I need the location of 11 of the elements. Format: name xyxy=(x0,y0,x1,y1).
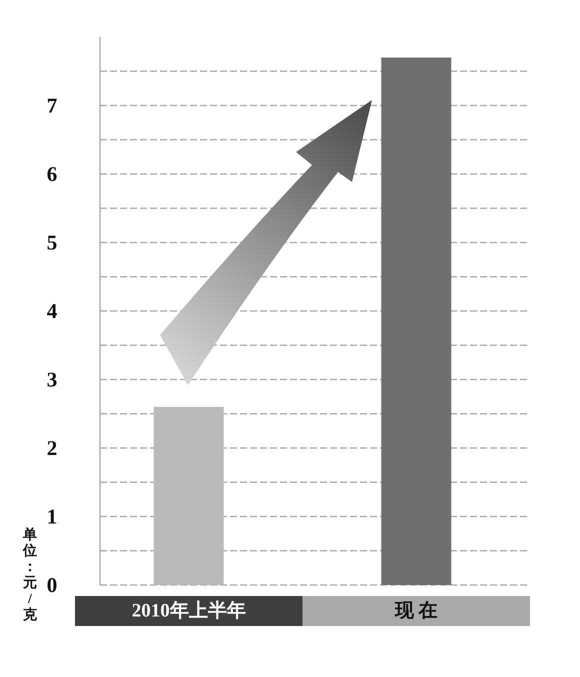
y-tick-label: 0 xyxy=(46,573,58,597)
y-tick-label: 6 xyxy=(46,162,58,186)
y-tick-label: 4 xyxy=(46,299,58,323)
y-tick-label: 3 xyxy=(46,368,58,392)
y-tick-label: 7 xyxy=(46,94,58,118)
x-tick-label: 2010年上半年 xyxy=(132,600,246,622)
y-tick-label: 2 xyxy=(46,436,58,460)
x-tick-label: 现 在 xyxy=(394,600,438,622)
y-tick-label: 5 xyxy=(46,230,58,254)
y-axis-title: 单位：元/克 xyxy=(23,528,37,622)
y-tick-label: 1 xyxy=(46,504,58,528)
